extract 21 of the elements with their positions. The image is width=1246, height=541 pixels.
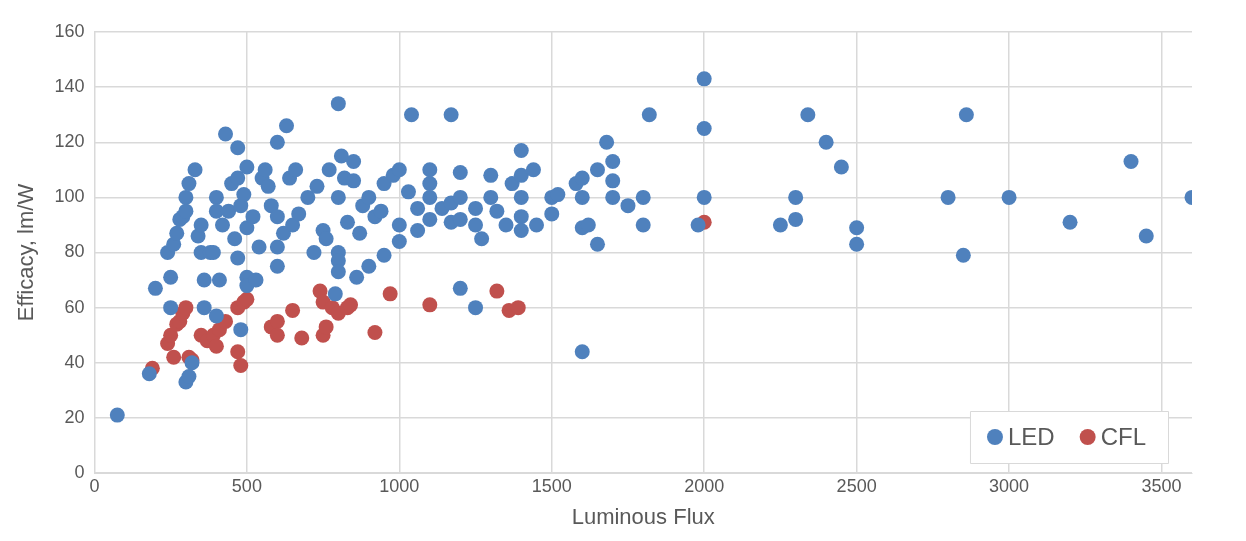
x-tick-label: 1000 <box>379 475 420 496</box>
x-tick-label: 1500 <box>531 475 572 496</box>
x-axis-title: Luminous Flux <box>571 503 715 529</box>
y-tick-label: 140 <box>54 76 85 97</box>
x-tick-label: 2500 <box>836 475 877 496</box>
y-tick-label: 120 <box>54 131 85 152</box>
x-tick-label: 3500 <box>1141 475 1182 496</box>
y-tick-label: 60 <box>64 296 85 317</box>
y-tick-label: 160 <box>54 20 85 41</box>
x-tick-label: 2000 <box>684 475 725 496</box>
y-tick-label: 40 <box>64 351 85 372</box>
y-tick-label: 80 <box>64 241 85 262</box>
y-tick-label: 20 <box>64 406 85 427</box>
y-tick-label: 100 <box>54 186 85 207</box>
x-tick-label: 0 <box>89 475 100 496</box>
legend-label: CFL <box>1100 422 1146 450</box>
y-tick-label: 0 <box>74 461 85 482</box>
legend-label: LED <box>1007 422 1055 450</box>
x-tick-label: 500 <box>231 475 262 496</box>
y-axis-title: Efficacy, lm/W <box>13 183 39 322</box>
x-tick-label: 3000 <box>989 475 1030 496</box>
